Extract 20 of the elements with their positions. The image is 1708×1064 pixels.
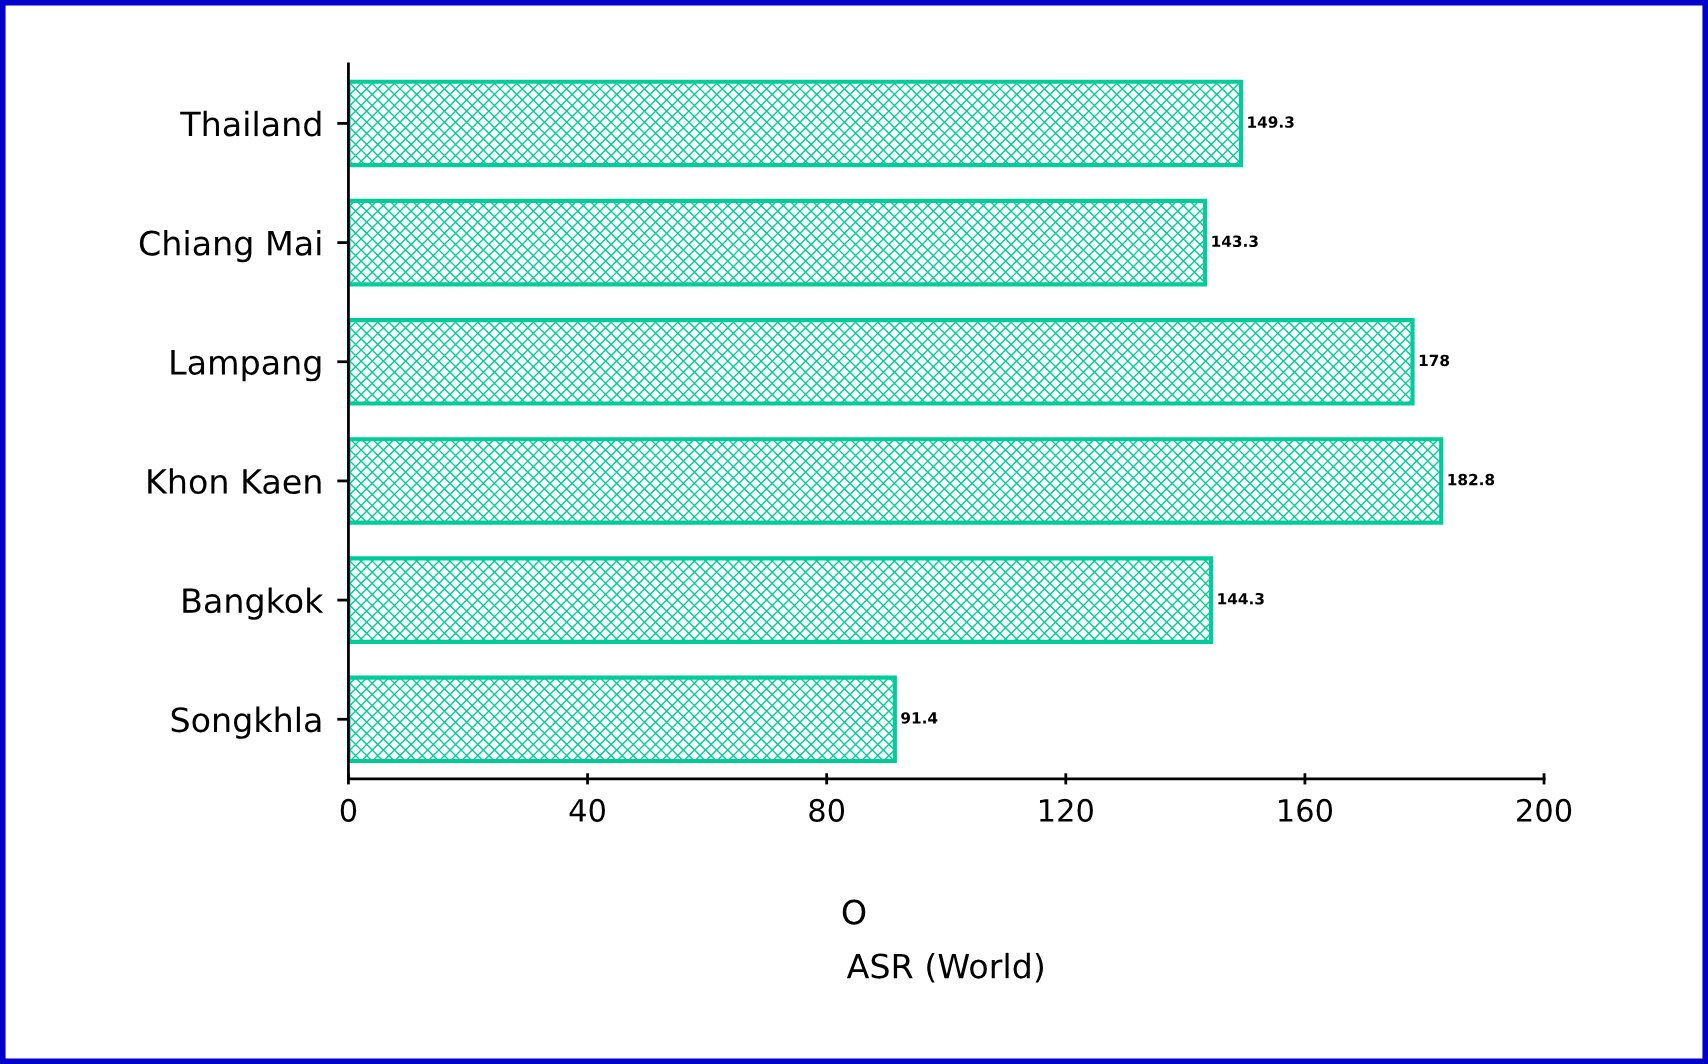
- y-tick-label: Chiang Mai: [139, 229, 321, 263]
- x-tick-label: 40: [569, 798, 605, 822]
- y-tick-label: Songkhla: [171, 706, 321, 739]
- x-axis-title: ASR (World): [846, 952, 1043, 983]
- data-label: 182.8: [1448, 473, 1495, 486]
- y-tick-label: Lampang: [171, 350, 321, 382]
- y-tick-label: Khon Kaen: [148, 468, 321, 495]
- text: O: [842, 899, 866, 925]
- x-tick-label: 120: [1039, 798, 1093, 822]
- data-label: 91.4: [901, 712, 938, 724]
- y-tick-label: Bangkok: [183, 587, 324, 620]
- x-tick-label: 80: [809, 798, 845, 822]
- x-tick-label: 200: [1517, 798, 1572, 822]
- x-tick-label: 160: [1279, 798, 1333, 822]
- x-tick-label: 0: [340, 798, 357, 822]
- y-tick-label: Thailand: [180, 110, 321, 137]
- data-label: 178: [1419, 354, 1450, 367]
- data-label: 149.3: [1248, 116, 1294, 128]
- data-label: 144.3: [1218, 592, 1264, 605]
- data-label: 143.3: [1212, 235, 1258, 248]
